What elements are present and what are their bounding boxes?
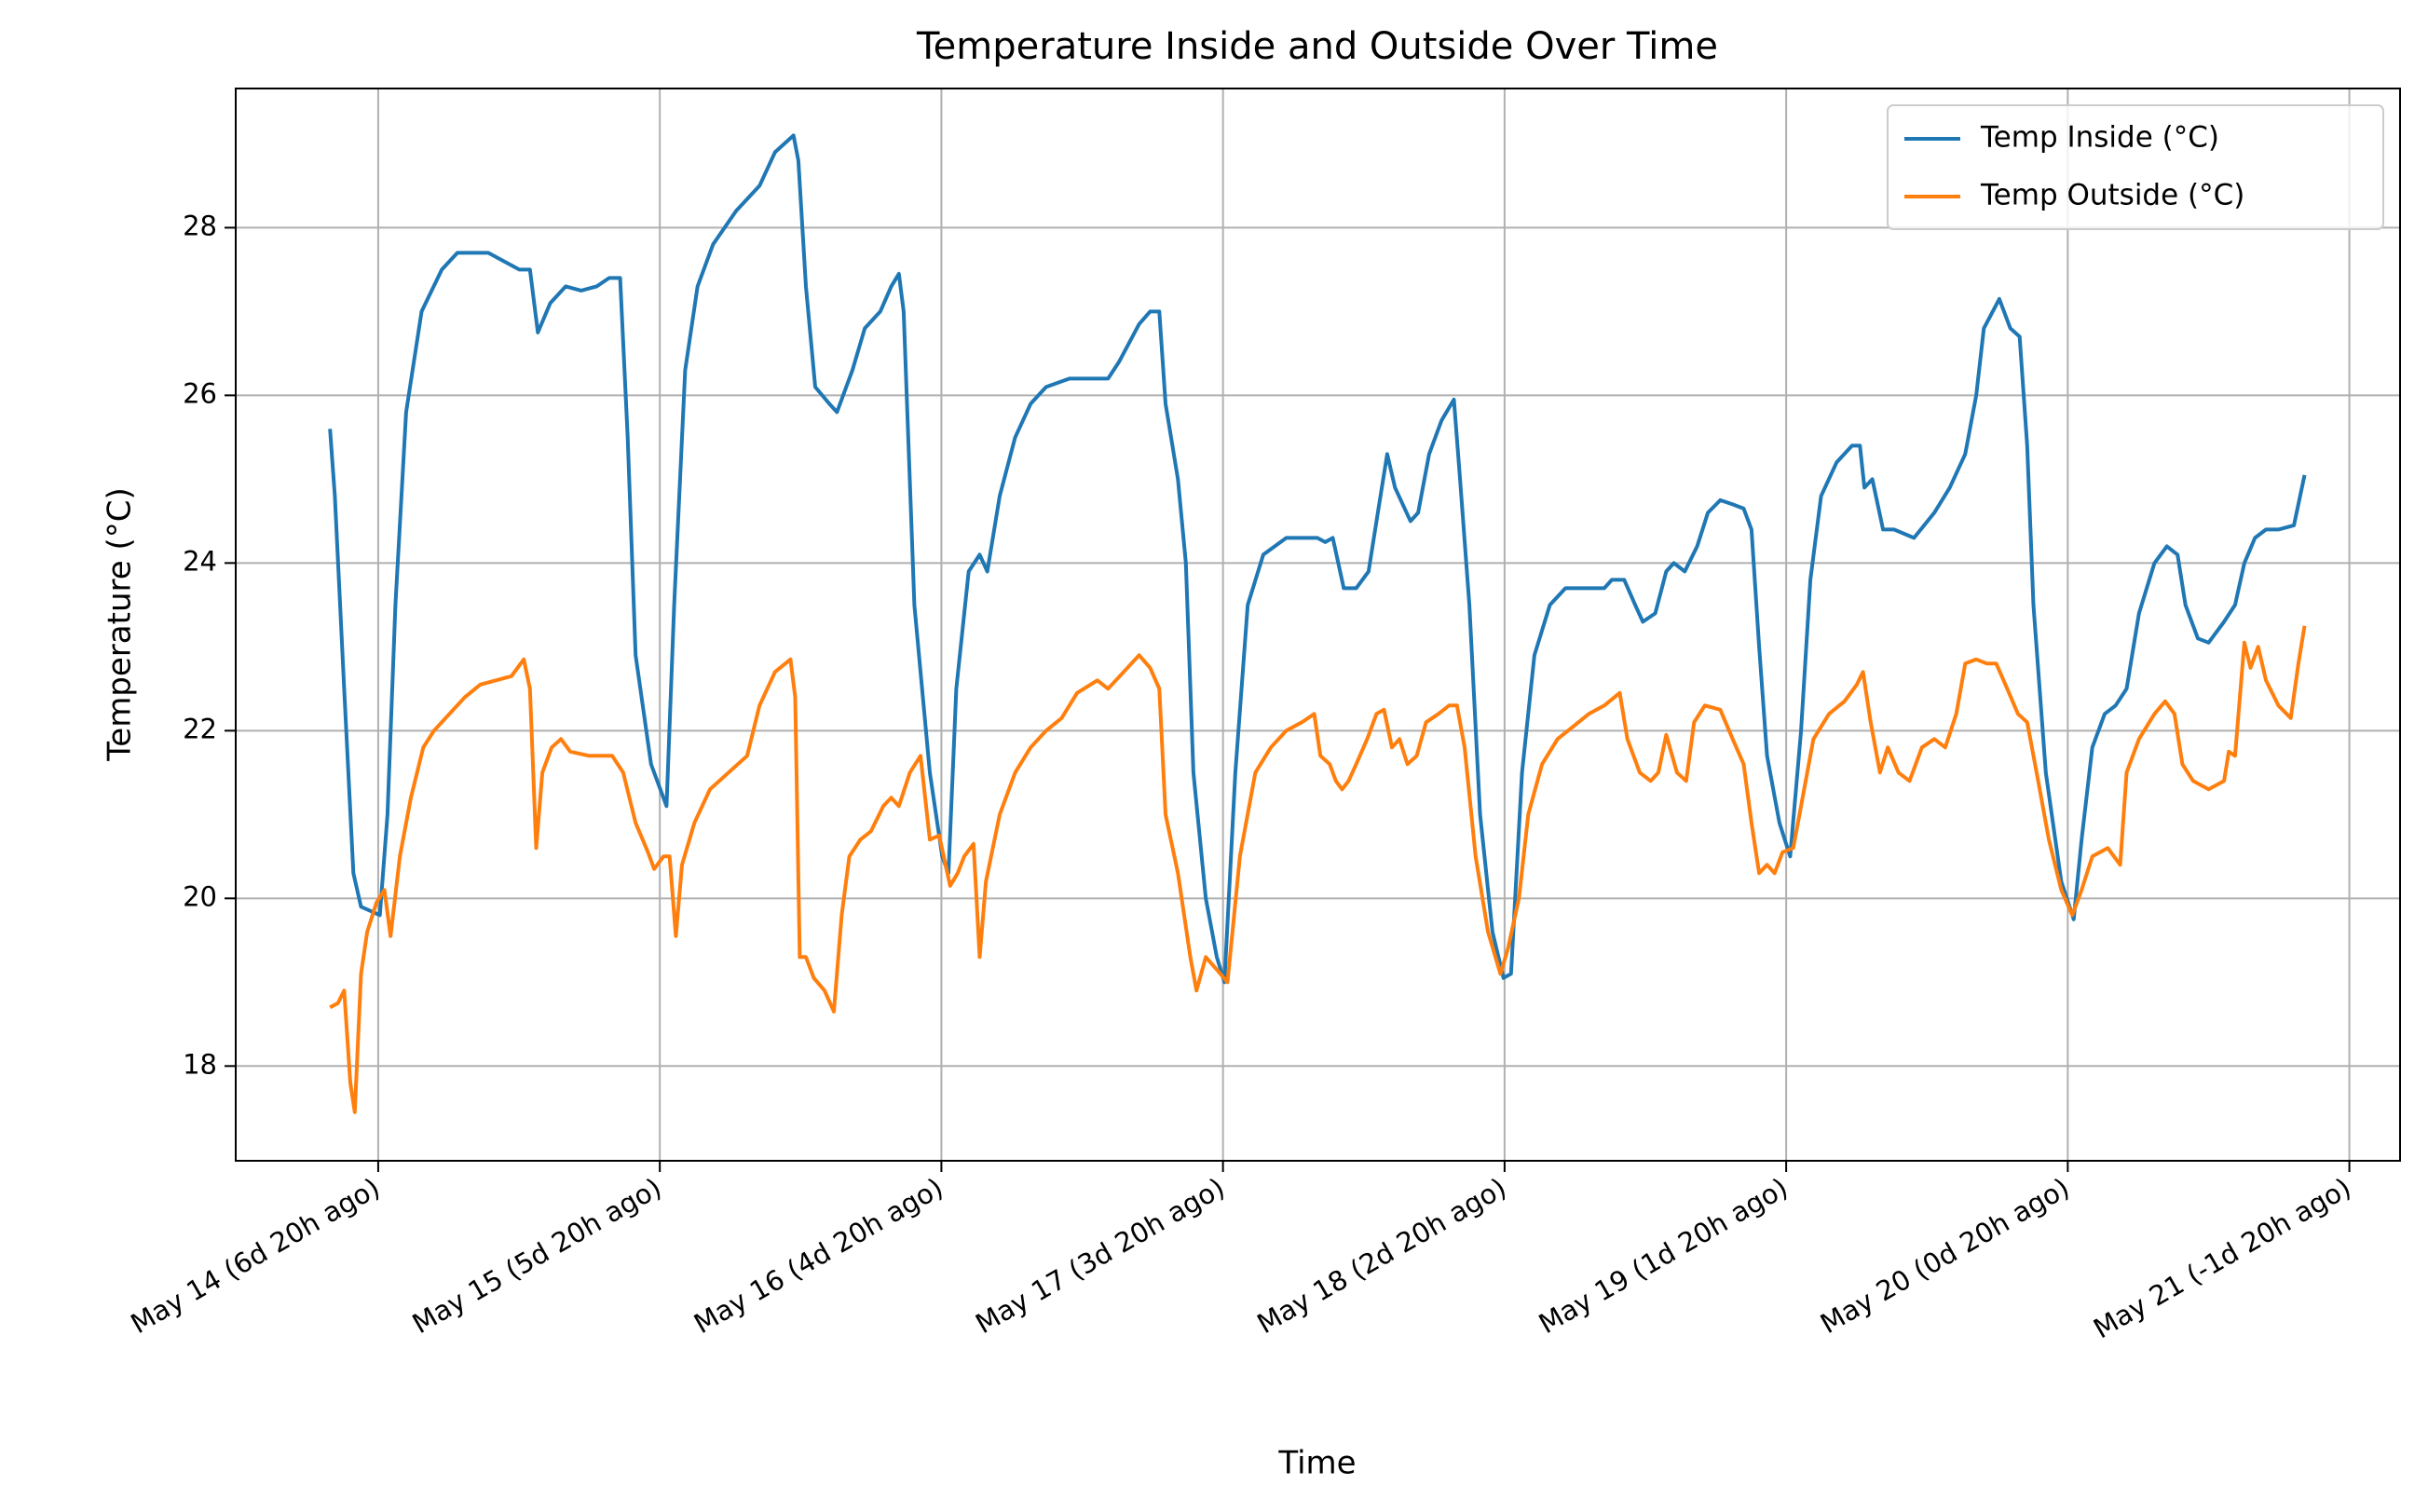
x-axis-label: Time <box>1277 1445 1356 1482</box>
legend-box <box>1887 104 2384 230</box>
series-line <box>329 625 2307 1114</box>
chart-title: Temperature Inside and Outside Over Time <box>916 25 1718 68</box>
y-tick-label: 24 <box>183 545 217 577</box>
y-tick-label: 28 <box>183 210 217 241</box>
series-line <box>328 133 2307 985</box>
y-tick-label: 26 <box>183 377 217 409</box>
y-tick-label: 18 <box>183 1048 217 1080</box>
legend-label: Temp Outside (°C) <box>1980 179 2244 212</box>
y-tick-label: 20 <box>183 880 217 912</box>
plot-frame <box>235 88 2401 1162</box>
legend-label: Temp Inside (°C) <box>1980 121 2219 155</box>
y-tick-label: 22 <box>183 713 217 744</box>
legend: Temp Inside (°C) Temp Outside (°C) <box>1887 104 2384 230</box>
y-axis-label: Temperature (°C) <box>102 487 139 761</box>
